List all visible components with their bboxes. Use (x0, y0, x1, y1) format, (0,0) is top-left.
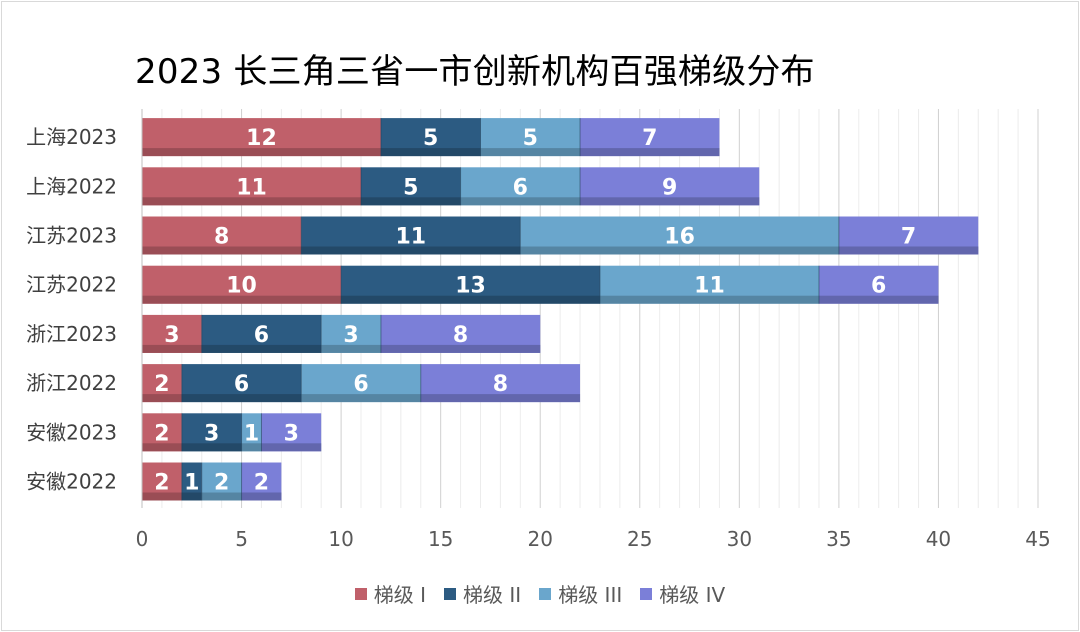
data-label: 2 (214, 471, 229, 496)
bar-segment-shade (181, 492, 202, 501)
bar-segment-shade (142, 344, 202, 353)
category-label: 浙江2023 (26, 322, 117, 346)
bar-segment-shade (460, 197, 581, 206)
bar-segment-shade (181, 443, 242, 452)
x-tick-label: 35 (826, 527, 851, 551)
legend-label: 梯级 IV (659, 583, 726, 607)
category-label: 安徽2022 (26, 470, 117, 494)
bar-segment-shade (261, 443, 322, 452)
legend-swatch (354, 587, 367, 600)
x-tick-label: 10 (328, 527, 353, 551)
bar-segment-shade (818, 295, 939, 304)
bar-segment-shade (142, 394, 182, 403)
data-label: 2 (254, 471, 269, 496)
data-label: 8 (214, 225, 229, 250)
category-label: 上海2022 (26, 174, 117, 198)
data-label: 7 (901, 225, 916, 250)
data-label: 6 (353, 372, 368, 397)
legend-label: 梯级 I (373, 583, 427, 607)
bar-segment-shade (241, 443, 262, 452)
legend-item: 梯级 II (444, 579, 521, 608)
data-label: 10 (226, 274, 257, 299)
data-label: 3 (284, 421, 299, 446)
x-tick-label: 15 (428, 527, 453, 551)
category-label: 浙江2022 (26, 371, 117, 395)
data-label: 2 (154, 421, 169, 446)
data-label: 8 (453, 323, 468, 348)
bar-segment-shade (241, 492, 282, 501)
x-tick-label: 5 (235, 527, 248, 551)
data-label: 5 (423, 126, 438, 151)
chart-title: 2023 长三角三省一市创新机构百强梯级分布 (135, 52, 815, 92)
data-label: 11 (395, 225, 426, 250)
legend-swatch (640, 587, 653, 600)
data-label: 3 (204, 421, 219, 446)
data-label: 6 (254, 323, 269, 348)
data-label: 5 (403, 175, 418, 200)
category-label: 江苏2023 (26, 224, 117, 248)
data-label: 2 (154, 372, 169, 397)
bar-segment-shade (480, 148, 581, 157)
data-label: 9 (662, 175, 677, 200)
bar-segment-shade (599, 295, 819, 304)
bar-segment-shade (838, 246, 979, 255)
data-label: 6 (871, 274, 886, 299)
chart-legend: 梯级 I 梯级 II 梯级 III 梯级 IV (0, 579, 1080, 608)
data-label: 7 (642, 126, 657, 151)
bar-segment-shade (520, 246, 839, 255)
bar-segment-shade (142, 295, 342, 304)
bar-segment-shade (201, 492, 242, 501)
bar-segment-shade (142, 246, 302, 255)
x-tick-label: 25 (627, 527, 652, 551)
category-label: 安徽2023 (26, 420, 117, 444)
legend-swatch (444, 587, 457, 600)
data-label: 11 (236, 175, 267, 200)
x-tick-label: 45 (1025, 527, 1050, 551)
x-tick-label: 20 (527, 527, 552, 551)
bar-segment-shade (201, 344, 322, 353)
data-label: 5 (523, 126, 538, 151)
data-label: 6 (513, 175, 528, 200)
legend-label: 梯级 III (558, 583, 623, 607)
bar-segment-shade (301, 394, 421, 403)
bar-segment-shade (142, 148, 381, 157)
bar-segment (241, 413, 262, 452)
bar-segment-shade (181, 394, 302, 403)
x-tick-label: 40 (926, 527, 951, 551)
data-label: 8 (493, 372, 508, 397)
bar-segment (181, 462, 202, 501)
data-label: 6 (234, 372, 249, 397)
data-label: 2 (154, 471, 169, 496)
bar-segment-shade (301, 246, 521, 255)
bar-segment-shade (321, 344, 381, 353)
data-label: 3 (164, 323, 179, 348)
bar-segment-shade (341, 295, 600, 304)
data-label: 11 (694, 274, 725, 299)
data-label: 16 (664, 225, 695, 250)
category-label: 上海2023 (26, 125, 117, 149)
data-label: 1 (244, 421, 259, 446)
bar-segment-shade (142, 197, 362, 206)
bar-segment-shade (142, 443, 182, 452)
data-label: 3 (343, 323, 358, 348)
legend-swatch (539, 587, 552, 600)
legend-item: 梯级 I (354, 579, 427, 608)
bar-segment-shade (142, 492, 182, 501)
data-label: 1 (184, 471, 199, 496)
legend-item: 梯级 III (539, 579, 622, 608)
legend-item: 梯级 IV (640, 579, 725, 608)
category-label: 江苏2022 (26, 273, 117, 297)
bar-segment-shade (380, 148, 481, 157)
data-label: 13 (455, 274, 486, 299)
x-tick-label: 30 (727, 527, 752, 551)
bar-segment-shade (380, 344, 541, 353)
legend-label: 梯级 II (463, 583, 522, 607)
x-tick-label: 0 (136, 527, 149, 551)
bar-segment-shade (361, 197, 461, 206)
bar-segment-shade (580, 197, 760, 206)
data-label: 12 (246, 126, 277, 151)
bar-segment-shade (420, 394, 581, 403)
bar-segment-shade (580, 148, 720, 157)
